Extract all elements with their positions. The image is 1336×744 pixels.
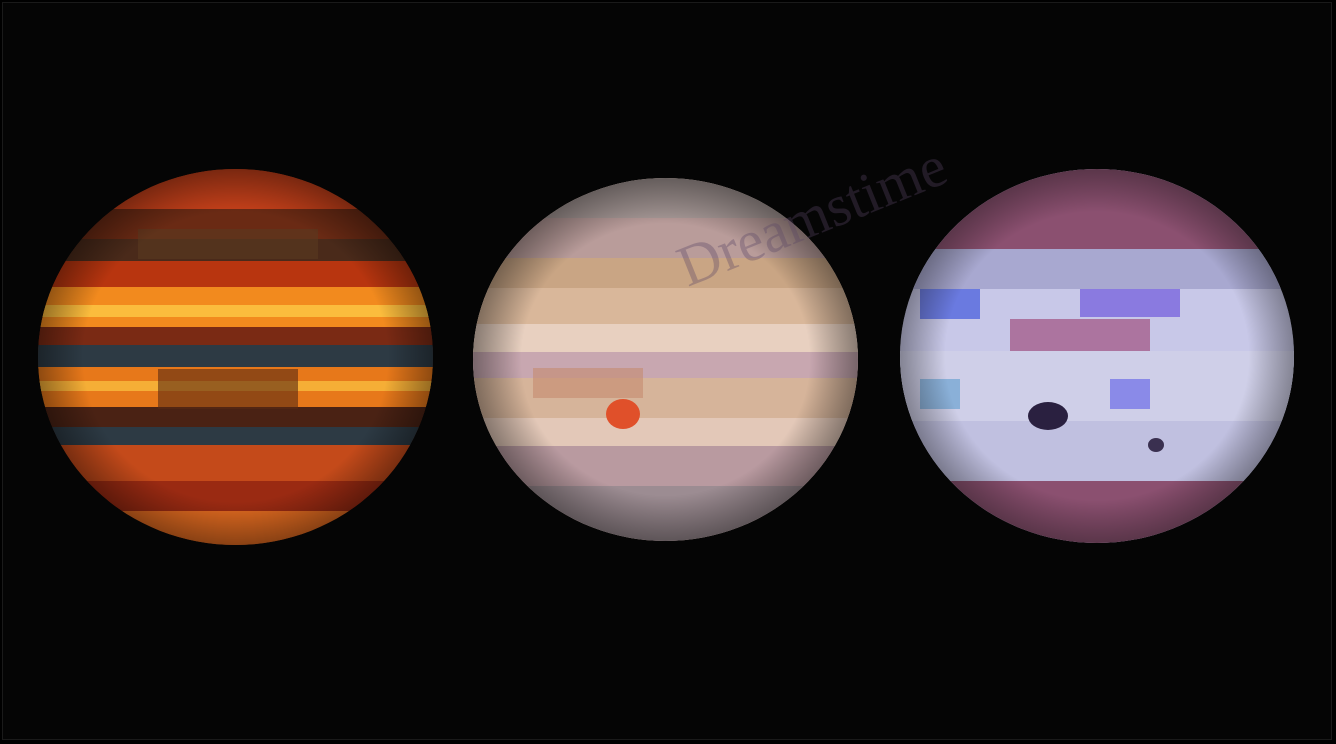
jupiter-visible-image bbox=[473, 178, 858, 541]
jupiter-ultraviolet-image bbox=[900, 169, 1294, 543]
jupiter-infrared-image bbox=[38, 169, 433, 545]
